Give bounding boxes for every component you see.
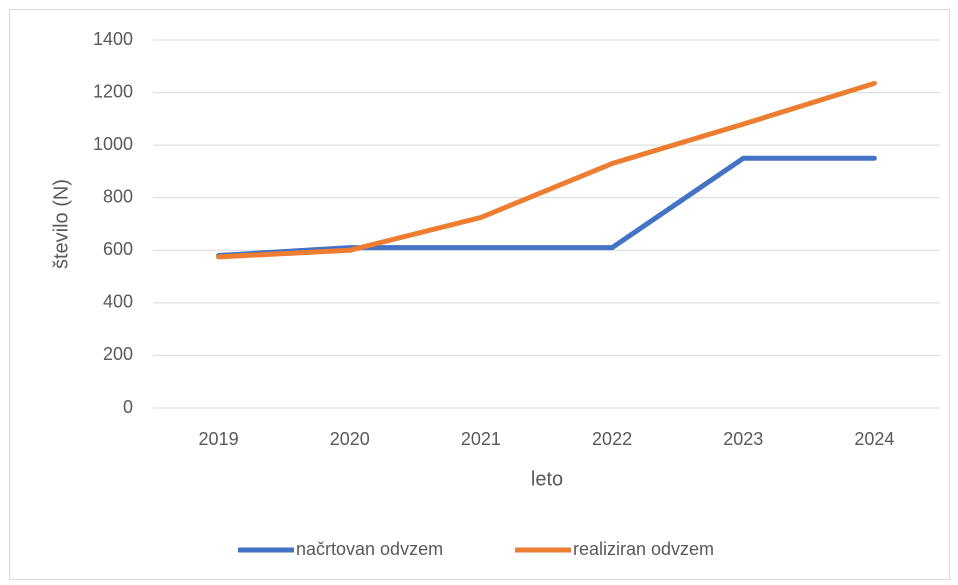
y-tick-label: 1200: [93, 81, 133, 101]
x-tick-label: 2019: [199, 429, 239, 449]
legend-label: realiziran odvzem: [573, 539, 714, 559]
y-tick-label: 0: [123, 397, 133, 417]
y-tick-label: 1000: [93, 134, 133, 154]
y-tick-label: 400: [103, 292, 133, 312]
x-tick-label: 2023: [723, 429, 763, 449]
x-tick-label: 2020: [330, 429, 370, 449]
x-axis-title: leto: [531, 468, 563, 490]
series-line: [216, 80, 877, 260]
legend-label: načrtovan odvzem: [296, 539, 443, 559]
y-tick-label: 800: [103, 186, 133, 206]
x-tick-label: 2021: [461, 429, 501, 449]
x-tick-label: 2024: [854, 429, 894, 449]
y-tick-label: 200: [103, 344, 133, 364]
x-tick-label: 2022: [592, 429, 632, 449]
y-tick-label: 1400: [93, 29, 133, 49]
y-axis-title: število (N): [50, 179, 72, 269]
chart-border: [9, 9, 950, 580]
y-tick-label: 600: [103, 239, 133, 259]
